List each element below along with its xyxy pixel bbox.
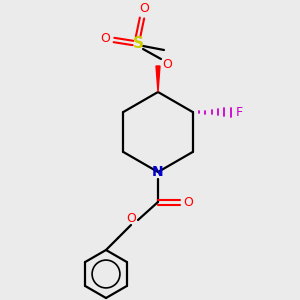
Text: S: S <box>133 37 143 52</box>
Text: O: O <box>100 32 110 44</box>
Text: O: O <box>183 196 193 208</box>
Text: O: O <box>126 212 136 224</box>
Text: N: N <box>152 165 164 179</box>
Polygon shape <box>156 66 160 92</box>
Text: O: O <box>162 58 172 70</box>
Text: O: O <box>139 2 149 16</box>
Text: F: F <box>236 106 243 118</box>
